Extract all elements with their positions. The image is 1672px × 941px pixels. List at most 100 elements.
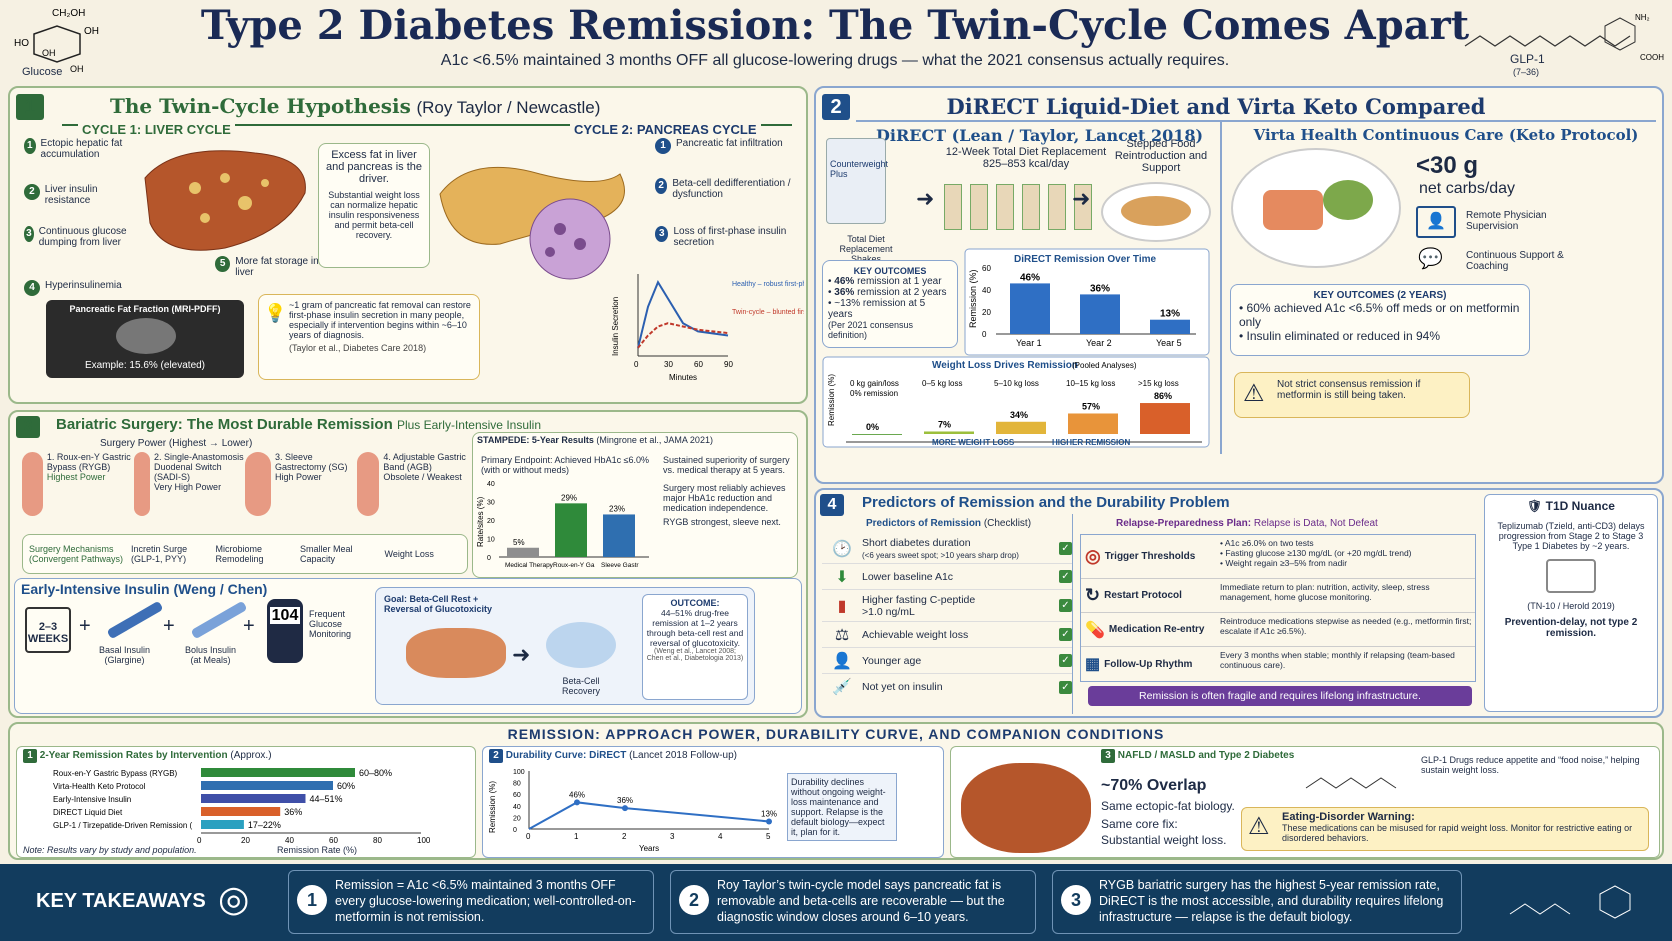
relapse-row: ▦ Follow-Up Rhythm Every 3 months when sta… <box>1081 647 1475 681</box>
x-tick-label: 0 <box>526 832 531 841</box>
predictor-item: 👤 Younger age ✓ <box>822 648 1072 674</box>
data-label: 57% <box>1082 401 1100 411</box>
trend-label-2: HIGHER REMISSION <box>1052 438 1130 447</box>
arrow-icon: ➜ <box>1072 186 1091 211</box>
y-tick-label: 100 <box>513 769 525 776</box>
surgery-power: Very High Power <box>154 482 222 492</box>
x-tick-label: 100 <box>417 836 431 845</box>
liver-step: 3 Continuous glucose dumping from liver <box>24 226 144 280</box>
predictor-sub: >1.0 ng/mL <box>862 605 915 618</box>
pancreas-icon <box>406 628 506 678</box>
durability-chart-box: 2 Durability Curve: DiRECT (Lancet 2018 … <box>482 746 944 858</box>
durability-note: Durability declines without ongoing weig… <box>787 773 897 841</box>
target-icon: ◎ <box>218 878 250 919</box>
takeaway-text: Roy Taylor’s twin-cycle model says pancr… <box>717 878 1005 924</box>
tip-text: ~1 gram of pancreatic fat removal can re… <box>289 300 471 340</box>
data-label: 46% <box>569 790 585 799</box>
relapse-value: • A1c ≥6.0% on two tests • Fasting gluco… <box>1220 538 1412 568</box>
panel-1-heading: The Twin-Cycle Hypothesis (Roy Taylor / … <box>110 94 600 119</box>
panel-3-title2: Plus Early-Intensive Insulin <box>396 418 542 432</box>
bar <box>201 794 306 803</box>
glucose-meter-icon: 104 <box>267 599 303 663</box>
step-number: 1 <box>655 138 671 154</box>
chart-title: Weight Loss Drives Remission <box>932 360 1078 371</box>
data-label: 5% <box>513 538 525 547</box>
chat-icon: 💬 <box>1418 248 1443 270</box>
physician-icon: 👤 <box>1416 206 1456 238</box>
x-tick-label: Year 2 <box>1086 338 1112 348</box>
y-tick-label: 30 <box>487 500 495 507</box>
check-icon: ✓ <box>1059 542 1072 555</box>
warning-icon: ⚠ <box>1243 380 1265 407</box>
panel-4-divider <box>1072 514 1073 714</box>
driver-text: Substantial weight loss can normalize he… <box>328 190 420 240</box>
takeaway-card: 1 Remission = A1c <6.5% maintained 3 mont… <box>288 870 654 934</box>
tdr-label: 12-Week Total Diet Replacement 825–853 kc… <box>936 146 1116 170</box>
step-text: Hyperinsulinemia <box>45 280 122 291</box>
y-axis-label: Remission (%) <box>827 374 836 426</box>
bar <box>1068 413 1118 434</box>
category-label: DiRECT Liquid Diet <box>53 808 123 817</box>
relapse-row: ◎ Trigger Thresholds • A1c ≥6.0% on two te… <box>1081 535 1475 579</box>
virta-outcome-item: • Insulin eliminated or reduced in 94% <box>1239 329 1440 343</box>
panel-3-title: Bariatric Surgery: The Most Durable Remi… <box>56 416 393 433</box>
liver-icon <box>961 763 1091 853</box>
surgery-name: 4. Adjustable Gastric Band (AGB) <box>383 452 466 472</box>
stomach-icon <box>245 452 272 516</box>
outcome-cite: (Weng et al., Lancet 2008; Chen et al., … <box>646 648 744 662</box>
panel-bariatric: 3 Bariatric Surgery: The Most Durable Re… <box>8 410 808 718</box>
bolus-sub: (at Meals) <box>190 655 231 665</box>
pancreas-step: 1 Pancreatic fat infiltration <box>655 138 805 178</box>
x-tick-label: Medical Therapy <box>505 562 554 569</box>
pancreas-step: 3 Loss of first-phase insulin secretion <box>655 226 805 248</box>
person-icon: 👤 <box>832 652 852 670</box>
monitor-label: Frequent Glucose Monitoring <box>309 609 352 639</box>
x-tick-label: 40 <box>285 836 294 845</box>
direct-outcomes: KEY OUTCOMES • 46% remission at 1 year •… <box>822 260 958 348</box>
driver-heading: Excess fat in liver and pancreas is the … <box>325 149 422 185</box>
pill-icon: 💊 <box>1085 621 1105 639</box>
mechanisms-label: Surgery Mechanisms (Convergent Pathways) <box>29 544 123 564</box>
outcome-text: ~13% remission at 5 years <box>828 298 926 320</box>
syringe-icon: 💉 <box>832 679 852 696</box>
weight-loss-chart: Weight Loss Drives Remission(Pooled Anal… <box>822 356 1210 448</box>
takeaways-title: KEY TAKEAWAYS <box>36 890 206 912</box>
tip-box: 💡 ~1 gram of pancreatic fat removal can … <box>258 294 480 380</box>
stomach-icon <box>356 452 380 516</box>
takeaway-number: 2 <box>679 885 709 915</box>
predictor-item: 💉 Not yet on insulin ✓ <box>822 674 1072 700</box>
data-label: 36% <box>1090 283 1110 294</box>
shake-package: Counterweight Plus <box>826 138 888 224</box>
mri-panel: Pancreatic Fat Fraction (MRI-PDFF) Examp… <box>46 300 244 378</box>
bar <box>1150 319 1190 334</box>
panel-1-attribution: (Roy Taylor / Newcastle) <box>416 98 601 117</box>
trend-label-1: MORE WEIGHT LOSS <box>932 438 1015 447</box>
intervention-chart-box: 1 2-Year Remission Rates by Intervention… <box>16 746 476 858</box>
mri-scan <box>116 318 176 354</box>
category-label: 0 kg gain/loss <box>850 379 899 388</box>
x-tick-label: 90 <box>724 360 733 369</box>
x-tick-label: 3 <box>670 832 675 841</box>
calendar-icon: ▦ <box>1085 656 1101 673</box>
coaching-label: Continuous Support & Coaching <box>1466 250 1564 272</box>
warning-icon: ⚠ <box>1248 813 1270 840</box>
virta-outcomes: KEY OUTCOMES (2 YEARS) • 60% achieved A1… <box>1230 284 1530 356</box>
vial-icon: ▮ <box>837 597 847 615</box>
page-subtitle: A1c <6.5% maintained 3 months OFF all gl… <box>440 52 1230 69</box>
y-tick-label: 40 <box>982 286 991 295</box>
intervention-chart-heading: 1 2-Year Remission Rates by Intervention… <box>23 749 272 763</box>
panel-4-badge: 4 <box>820 494 844 516</box>
stampede-heading: STAMPEDE: 5-Year Results (Mingrone et al… <box>477 435 713 445</box>
x-tick-label: Year 1 <box>1016 338 1042 348</box>
liver-step-5: 5 More fat storage in liver <box>215 256 335 278</box>
predictor-text: Short diabetes duration <box>862 536 971 549</box>
durability-chart-sub: (Lancet 2018 Follow-up) <box>629 750 737 761</box>
panel-3-badge: 3 <box>16 416 40 438</box>
surgery-item: 1. Roux-en-Y Gastric Bypass (RYGB) Highes… <box>22 452 134 532</box>
y-tick-label: 0 <box>982 330 987 339</box>
predictors-sub: (Checklist) <box>983 518 1032 529</box>
surgery-power: Highest Power <box>46 472 106 482</box>
insulin-pen-icon <box>190 600 248 640</box>
series-line <box>637 279 729 349</box>
surgery-name: 1. Roux-en-Y Gastric Bypass (RYGB) <box>46 452 131 472</box>
